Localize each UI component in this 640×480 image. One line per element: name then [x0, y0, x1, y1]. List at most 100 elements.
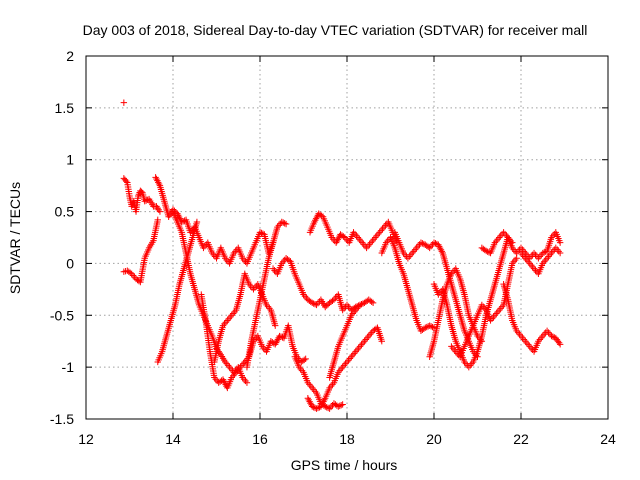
data-point-marker: [309, 403, 316, 410]
data-point-marker: [352, 348, 359, 355]
data-point-marker: [376, 229, 383, 236]
data-point-marker: [309, 299, 316, 307]
data-point-marker: [339, 401, 346, 408]
data-point-marker: [363, 244, 370, 252]
data-point-marker: [282, 220, 290, 228]
data-point-marker: [554, 246, 561, 253]
data-point-marker: [340, 362, 348, 369]
data-point-marker: [360, 241, 367, 248]
data-point-marker: [541, 249, 548, 256]
data-point-marker: [362, 336, 370, 343]
data-point-marker: [243, 379, 251, 386]
data-point-marker: [517, 249, 525, 257]
data-point-marker: [281, 220, 288, 227]
data-point-marker: [465, 363, 472, 371]
data-point-marker: [512, 256, 519, 264]
y-tick-label: -0.5: [50, 307, 74, 323]
x-tick-label: 20: [426, 431, 442, 447]
data-point-marker: [448, 343, 455, 350]
data-point-marker: [500, 229, 507, 236]
data-point-marker: [269, 265, 277, 272]
y-tick-label: 0: [66, 255, 74, 271]
data-point-marker: [335, 403, 342, 410]
data-point-marker: [368, 298, 375, 306]
data-point-marker: [227, 313, 234, 321]
data-point-marker: [410, 248, 417, 255]
data-point-marker: [539, 332, 546, 340]
data-point-marker: [523, 256, 530, 264]
x-tick-label: 16: [252, 431, 268, 447]
data-point-marker: [373, 232, 380, 239]
data-point-marker: [523, 339, 530, 347]
data-point-marker: [532, 267, 539, 274]
data-point-marker: [517, 332, 525, 340]
data-point-marker: [497, 232, 504, 239]
data-point-marker: [430, 239, 438, 246]
data-point-marker: [256, 229, 264, 236]
y-tick-label: 2: [66, 48, 74, 64]
data-point-marker: [427, 323, 435, 330]
data-point-marker: [417, 239, 425, 246]
data-point-marker: [490, 313, 497, 321]
data-point-marker: [374, 230, 382, 238]
data-point-marker: [242, 377, 249, 385]
data-point-marker: [519, 334, 526, 341]
data-point-marker: [141, 198, 148, 205]
data-point-marker: [251, 284, 259, 291]
x-axis-label: GPS time / hours: [291, 457, 398, 473]
data-point-marker: [526, 343, 533, 350]
data-point-marker: [535, 255, 542, 262]
data-point-marker: [356, 236, 363, 243]
data-point-marker: [356, 343, 364, 350]
data-point-marker: [527, 261, 535, 269]
data-point-marker: [406, 253, 413, 260]
data-point-marker: [343, 358, 351, 366]
data-point-marker: [432, 240, 439, 247]
data-point-marker: [340, 233, 347, 240]
data-point-marker: [422, 324, 429, 331]
data-point-marker: [516, 331, 523, 338]
x-tick-label: 14: [165, 431, 181, 447]
data-point-marker: [493, 310, 500, 317]
data-point-marker: [367, 331, 374, 338]
data-point-marker: [227, 365, 235, 373]
data-point-marker: [527, 253, 535, 260]
data-point-marker: [179, 218, 187, 225]
data-point-marker: [542, 256, 549, 264]
data-point-marker: [278, 218, 285, 226]
data-point-marker: [355, 344, 362, 352]
data-point-marker: [356, 301, 364, 309]
data-point-marker: [556, 249, 564, 257]
data-point-marker: [271, 267, 278, 274]
data-point-marker: [497, 305, 504, 312]
data-point-marker: [127, 269, 134, 276]
data-point-marker: [310, 404, 317, 411]
data-point-marker: [338, 401, 345, 409]
data-point-marker: [496, 306, 503, 314]
data-point-marker: [484, 248, 491, 255]
x-tick-label: 24: [600, 431, 616, 447]
data-point-marker: [353, 346, 361, 354]
data-point-marker: [543, 327, 551, 335]
data-point-marker: [240, 360, 247, 367]
data-point-marker: [324, 404, 332, 412]
data-point-marker: [351, 350, 358, 357]
data-point-marker: [370, 236, 378, 243]
data-point-marker: [129, 272, 137, 279]
data-point-marker: [555, 248, 562, 255]
data-point-marker: [423, 323, 430, 331]
data-point-marker: [313, 405, 320, 412]
data-point-marker: [250, 286, 257, 293]
data-point-marker: [419, 240, 426, 247]
chart-title: Day 003 of 2018, Sidereal Day-to-day VTE…: [83, 22, 588, 38]
data-point-marker: [425, 243, 432, 251]
data-point-marker: [359, 339, 367, 347]
data-point-marker: [382, 222, 389, 229]
data-point-marker: [552, 244, 559, 252]
data-point-marker: [427, 242, 435, 250]
data-point-marker: [380, 223, 388, 231]
data-point-marker: [556, 239, 564, 246]
data-point-marker: [491, 312, 499, 319]
data-point-marker: [378, 338, 385, 345]
